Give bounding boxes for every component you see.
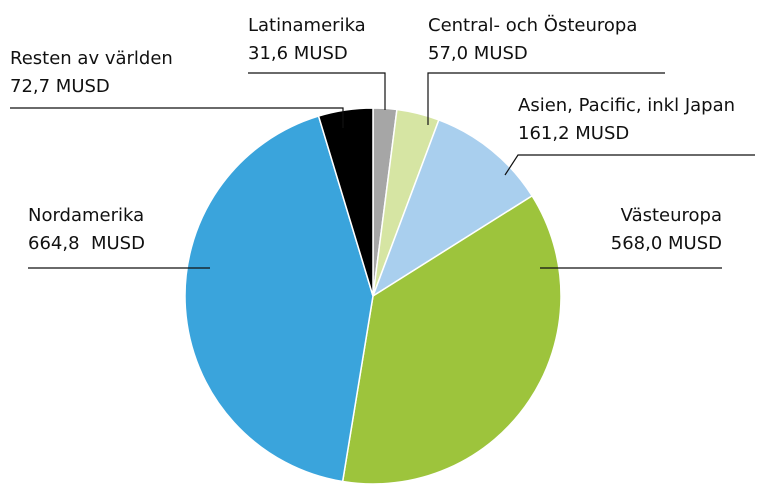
pie-slice: [184, 115, 374, 483]
leader-line: [504, 154, 755, 176]
value-label: 31,6 MUSD: [248, 43, 348, 64]
slice-label: Central- och Östeuropa: [428, 14, 637, 36]
pie-slice: [341, 194, 562, 485]
slice-label: Latinamerika: [248, 15, 366, 36]
value-label: 664,8 MUSD: [28, 233, 145, 254]
slice-label: Asien, Pacific, inkl Japan: [518, 95, 735, 116]
leader-line: [248, 72, 386, 110]
value-label: 72,7 MUSD: [10, 76, 110, 97]
slice-label: Resten av världen: [10, 48, 173, 69]
pie: [184, 107, 562, 485]
value-label: 57,0 MUSD: [428, 43, 528, 64]
value-label: 568,0 MUSD: [611, 233, 722, 254]
pie-slice: [317, 107, 374, 297]
leader-line: [427, 72, 665, 125]
slice-label: Västeuropa: [621, 205, 722, 226]
slice-label: Nordamerika: [28, 205, 144, 226]
value-label: 161,2 MUSD: [518, 123, 629, 144]
leader-line: [10, 107, 344, 128]
pie-slice: [371, 118, 534, 298]
